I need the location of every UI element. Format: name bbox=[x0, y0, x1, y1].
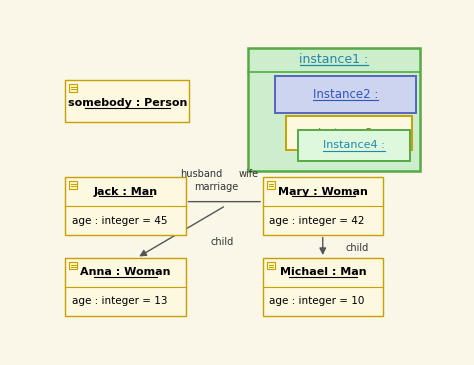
Text: child: child bbox=[346, 243, 369, 253]
Text: husband: husband bbox=[180, 169, 222, 179]
Bar bbox=[298, 130, 410, 161]
Bar bbox=[286, 116, 412, 150]
Text: Instance2 :: Instance2 : bbox=[312, 88, 378, 101]
Bar bbox=[263, 258, 383, 316]
Bar bbox=[247, 48, 419, 171]
Bar bbox=[69, 181, 77, 189]
Bar bbox=[267, 262, 275, 269]
Bar bbox=[65, 177, 186, 235]
Text: age : integer = 45: age : integer = 45 bbox=[72, 215, 167, 226]
Text: wife: wife bbox=[239, 169, 259, 179]
Bar bbox=[65, 80, 190, 122]
Bar bbox=[263, 177, 383, 235]
Text: child: child bbox=[210, 238, 234, 247]
Text: marriage: marriage bbox=[194, 182, 239, 192]
Text: age : integer = 10: age : integer = 10 bbox=[269, 296, 365, 306]
Text: somebody : Person: somebody : Person bbox=[68, 99, 187, 108]
Text: Instance3 :: Instance3 : bbox=[318, 128, 380, 138]
Bar bbox=[267, 181, 275, 189]
Text: Michael : Man: Michael : Man bbox=[280, 268, 366, 277]
Text: instance1 :: instance1 : bbox=[299, 53, 368, 66]
Text: Anna : Woman: Anna : Woman bbox=[80, 268, 171, 277]
Text: Instance4 :: Instance4 : bbox=[323, 141, 385, 150]
Text: age : integer = 42: age : integer = 42 bbox=[269, 215, 365, 226]
Text: Mary : Woman: Mary : Woman bbox=[278, 187, 368, 197]
Text: Jack : Man: Jack : Man bbox=[93, 187, 157, 197]
Bar bbox=[69, 84, 77, 92]
Bar bbox=[69, 262, 77, 269]
Bar bbox=[65, 258, 186, 316]
Text: age : integer = 13: age : integer = 13 bbox=[72, 296, 167, 306]
Bar bbox=[275, 76, 416, 113]
